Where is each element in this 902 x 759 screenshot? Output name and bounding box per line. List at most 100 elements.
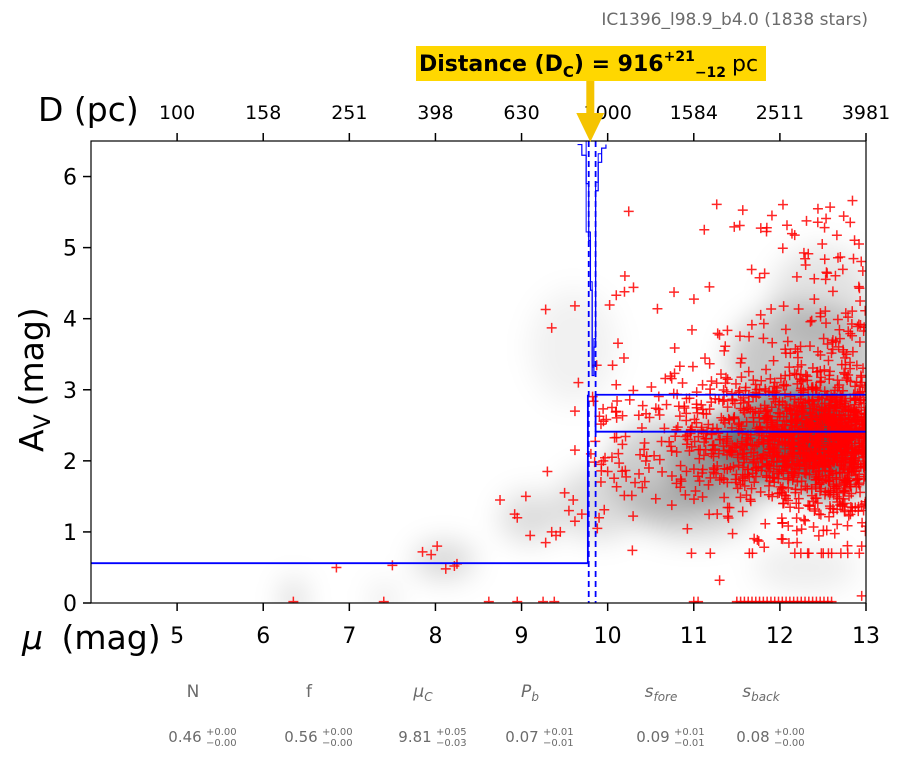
y-axis-ticks: 0 1 2 3 4 5 6 bbox=[63, 166, 91, 617]
star-marker bbox=[600, 452, 611, 463]
star-marker bbox=[761, 410, 772, 421]
star-marker bbox=[711, 468, 722, 479]
star-marker bbox=[739, 481, 750, 492]
star-marker bbox=[795, 449, 806, 460]
star-marker bbox=[778, 301, 789, 312]
star-marker bbox=[858, 505, 866, 516]
star-marker bbox=[848, 253, 859, 264]
density-blob bbox=[754, 542, 858, 593]
star-marker bbox=[851, 406, 862, 417]
star-marker bbox=[734, 220, 745, 231]
star-marker bbox=[718, 385, 729, 396]
star-marker bbox=[844, 464, 855, 475]
star-marker bbox=[832, 445, 843, 456]
star-marker bbox=[669, 343, 680, 354]
x-tick-label: 10 bbox=[594, 624, 622, 649]
star-marker bbox=[736, 436, 747, 447]
star-marker bbox=[576, 509, 587, 520]
param-plus-error: +0.00 bbox=[322, 727, 353, 738]
star-marker bbox=[795, 341, 806, 352]
star-marker bbox=[728, 461, 739, 472]
star-marker bbox=[538, 596, 549, 603]
star-marker bbox=[777, 199, 788, 210]
star-marker bbox=[796, 416, 807, 427]
star-marker bbox=[700, 433, 711, 444]
star-marker bbox=[646, 381, 657, 392]
star-marker bbox=[851, 377, 862, 388]
star-marker bbox=[777, 437, 788, 448]
param-minus-error: −0.01 bbox=[674, 738, 705, 749]
star-marker bbox=[617, 410, 628, 421]
star-marker bbox=[839, 367, 850, 378]
star-marker bbox=[697, 491, 708, 502]
star-marker bbox=[669, 287, 680, 298]
star-marker bbox=[734, 331, 745, 342]
distance-label: Distance (DC) = 916+21−12 pc bbox=[419, 49, 758, 81]
star-marker bbox=[831, 230, 842, 241]
star-marker bbox=[777, 243, 788, 254]
star-marker bbox=[766, 303, 777, 314]
star-marker bbox=[628, 511, 639, 522]
star-marker bbox=[840, 352, 851, 363]
star-marker bbox=[627, 545, 638, 556]
star-marker bbox=[669, 368, 680, 379]
star-marker bbox=[711, 199, 722, 210]
star-marker bbox=[753, 437, 764, 448]
star-marker bbox=[540, 537, 551, 548]
star-marker bbox=[858, 474, 866, 485]
star-marker bbox=[769, 473, 780, 484]
star-marker bbox=[675, 482, 686, 493]
star-marker bbox=[775, 481, 786, 492]
star-marker bbox=[844, 435, 855, 446]
star-marker bbox=[773, 428, 784, 439]
star-marker bbox=[794, 373, 805, 384]
star-marker bbox=[763, 489, 774, 500]
star-marker bbox=[802, 371, 813, 382]
star-marker bbox=[783, 482, 794, 493]
star-marker bbox=[819, 222, 830, 233]
star-marker bbox=[611, 481, 622, 492]
top-tick-label: 3981 bbox=[842, 102, 890, 124]
star-marker bbox=[681, 408, 692, 419]
star-marker bbox=[693, 431, 704, 442]
star-marker bbox=[759, 542, 770, 553]
star-marker bbox=[668, 388, 679, 399]
star-marker bbox=[820, 306, 831, 317]
top-axis-label: D (pc) bbox=[38, 90, 139, 129]
star-marker bbox=[677, 378, 688, 389]
star-marker bbox=[842, 540, 853, 551]
star-marker bbox=[741, 416, 752, 427]
param-name: f bbox=[306, 682, 313, 702]
star-marker bbox=[735, 492, 746, 503]
star-marker bbox=[845, 328, 856, 339]
star-marker bbox=[688, 494, 699, 505]
star-marker bbox=[791, 513, 802, 524]
param-value: 0.08 bbox=[736, 728, 769, 746]
star-marker bbox=[417, 546, 428, 557]
star-marker bbox=[779, 461, 790, 472]
star-marker bbox=[589, 457, 600, 468]
star-marker bbox=[813, 530, 824, 541]
star-marker bbox=[704, 404, 715, 415]
star-marker bbox=[700, 353, 711, 364]
star-marker bbox=[737, 205, 748, 216]
star-marker bbox=[793, 442, 804, 453]
extinction-model bbox=[91, 141, 866, 603]
star-marker bbox=[741, 403, 752, 414]
star-marker bbox=[843, 470, 854, 481]
star-marker bbox=[619, 271, 630, 282]
star-marker bbox=[849, 412, 860, 423]
star-marker bbox=[791, 401, 802, 412]
star-marker bbox=[805, 316, 816, 327]
y-tick-label: 0 bbox=[63, 592, 77, 617]
star-marker bbox=[786, 228, 797, 239]
star-marker bbox=[786, 417, 797, 428]
star-marker bbox=[748, 447, 759, 458]
star-marker bbox=[800, 260, 811, 271]
star-marker bbox=[607, 360, 618, 371]
star-marker bbox=[827, 335, 838, 346]
star-marker bbox=[825, 202, 836, 213]
star-marker bbox=[838, 424, 849, 435]
star-marker bbox=[753, 461, 764, 472]
star-marker bbox=[782, 336, 793, 347]
